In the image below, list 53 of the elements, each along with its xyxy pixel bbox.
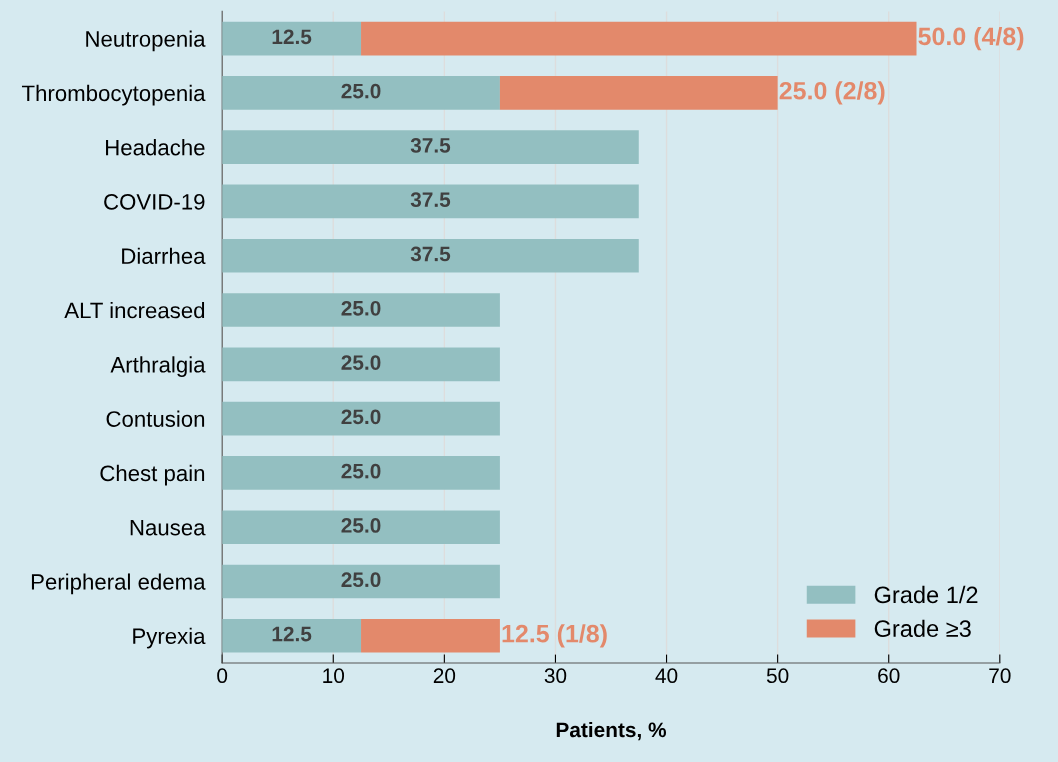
x-tick-label: 60: [878, 668, 900, 684]
y-tick-label: COVID-19: [104, 193, 205, 210]
data-label: 37.5: [410, 192, 451, 208]
x-axis-title: Patients, %: [556, 721, 667, 741]
bar: [222, 564, 500, 599]
bar: [222, 184, 639, 219]
data-label: 25.0: [341, 355, 381, 370]
y-tick-label: ALT increased: [64, 301, 205, 319]
data-label: 25.0: [341, 300, 381, 316]
bar: [361, 618, 500, 653]
data-label: 25.0: [341, 572, 381, 588]
x-tick-label: 0: [217, 668, 228, 684]
x-tick-label: 30: [544, 668, 567, 684]
y-tick-label: Pyrexia: [133, 627, 206, 649]
data-label: 12.5: [272, 29, 312, 45]
x-tick-label: 50: [766, 668, 789, 684]
data-label: 37.5: [410, 246, 451, 262]
x-tick-label: 20: [433, 668, 456, 684]
y-tick-label: Chest pain: [100, 464, 205, 486]
bar: [222, 510, 500, 545]
x-tick-label: 40: [655, 668, 678, 684]
data-label: 25.0: [341, 463, 381, 479]
bar: [222, 618, 362, 653]
x-tick-label: 70: [989, 668, 1011, 684]
bar: [222, 401, 500, 436]
data-label: 12.5: [272, 626, 312, 642]
bar: [222, 293, 500, 327]
legend-label: Grade ≥3: [874, 619, 971, 638]
y-tick-label: Peripheral edema: [31, 573, 206, 595]
data-label: 25.0: [341, 409, 381, 425]
bar: [222, 238, 639, 273]
data-label: 25.0 (2/8): [779, 81, 885, 105]
data-label: 25.0: [341, 518, 381, 533]
y-tick-label: Arthralgia: [110, 356, 206, 377]
y-tick-label: Contusion: [106, 410, 205, 427]
y-tick-label: Headache: [106, 139, 205, 156]
bar: [222, 76, 500, 110]
bar: [222, 21, 362, 56]
y-tick-label: Thrombocytopenia: [21, 84, 206, 106]
data-label: 50.0 (4/8): [918, 26, 1024, 51]
bar: [361, 21, 917, 56]
y-tick-label: Neutropenia: [86, 30, 206, 52]
bar: [222, 130, 639, 164]
legend-label: Grade 1/2: [874, 585, 978, 604]
y-tick-label: Diarrhea: [122, 247, 206, 265]
bar: [222, 347, 500, 382]
bar: [222, 456, 500, 490]
data-label: 37.5: [410, 138, 451, 153]
x-tick-label: 10: [323, 668, 345, 684]
y-tick-label: Nausea: [130, 519, 206, 536]
data-label: 25.0: [341, 83, 381, 99]
data-label: 12.5 (1/8): [502, 624, 607, 648]
bar: [499, 76, 778, 110]
